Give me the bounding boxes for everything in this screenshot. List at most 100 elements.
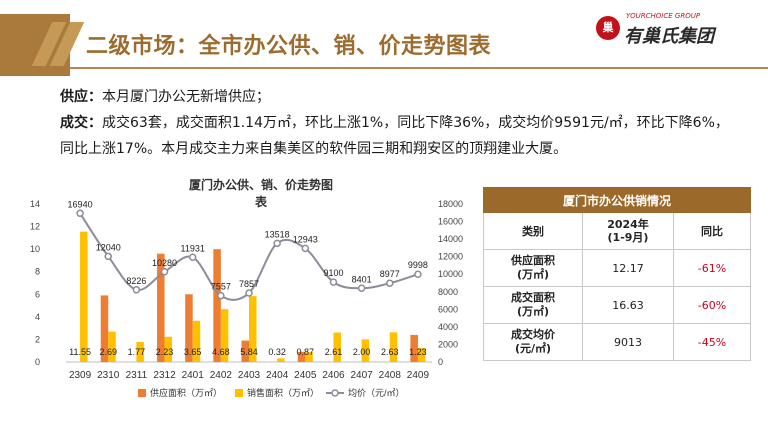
y-left-tick-label: 8 [35, 267, 40, 277]
price-point [386, 279, 394, 287]
supply-text: 本月厦门办公无新增供应； [102, 89, 270, 105]
row-value: 9013 [582, 323, 674, 361]
price-point [357, 284, 366, 293]
supply-bar [100, 295, 109, 362]
price-point [132, 286, 141, 294]
row-label: 供应面积 (万㎡) [483, 249, 583, 287]
sales-data-label: 0.32 [268, 347, 286, 357]
price-point [301, 244, 310, 253]
row-yoy: -61% [673, 249, 751, 287]
table-caption: 厦门市办公供销情况 [483, 187, 751, 213]
y-right-tick-label: 18000 [438, 199, 463, 209]
deal-paragraph-cont: 同比上涨17%。本月成交主力来自集美区的软件园三期和翔安区的顶翔建业大厦。 [60, 138, 760, 158]
row-label: 成交均价 (元/㎡) [483, 323, 583, 361]
y-left-tick-label: 10 [30, 244, 40, 254]
logo-chinese: 有巢氏集团 [624, 26, 714, 47]
deal-text-1: 成交63套，成交面积1.14万㎡，环比上涨1%，同比下降36%，成交均价9591… [102, 115, 729, 131]
sales-bar [361, 339, 370, 362]
y-left-tick-label: 14 [30, 199, 40, 209]
sales-data-label: 3.65 [184, 347, 202, 357]
price-point [329, 278, 338, 286]
y-right-tick-label: 14000 [438, 234, 463, 244]
price-point [273, 239, 281, 248]
logo-mark-icon: 巢 [596, 16, 620, 40]
legend-supply-label: 供应面积（万㎡） [150, 387, 222, 398]
x-tick-label: 2311 [126, 370, 148, 381]
y-left-tick-label: 2 [35, 334, 40, 344]
sales-bar [277, 358, 285, 362]
sales-bar [305, 352, 313, 362]
legend-sales-label: 销售面积（万㎡） [247, 387, 319, 398]
sales-data-label: 0.87 [297, 347, 315, 357]
sales-bar [164, 336, 173, 362]
supply-paragraph: 供应：本月厦门办公无新增供应； [60, 86, 760, 106]
price-data-label: 8977 [380, 269, 400, 279]
deal-label: 成交： [60, 115, 102, 131]
price-data-label: 11931 [181, 243, 205, 253]
sales-data-label: 2.63 [381, 347, 399, 357]
supply-bar [185, 294, 193, 362]
y-right-tick-label: 0 [438, 357, 443, 367]
supply-bar [410, 334, 418, 362]
supply-bar [157, 253, 165, 362]
price-data-label: 9100 [323, 268, 343, 278]
price-point [217, 291, 225, 300]
sales-bar [80, 231, 88, 362]
sales-data-label: 4.68 [212, 347, 230, 357]
header-divider [70, 67, 768, 69]
sales-data-label: 11.55 [69, 347, 91, 357]
supply-bar [241, 340, 249, 362]
sales-bar [136, 342, 144, 362]
table-row: 成交面积 (万㎡) 16.63 -60% [483, 286, 751, 324]
sales-data-label: 1.77 [128, 347, 146, 357]
y-left-tick-label: 12 [30, 222, 40, 232]
supply-bar [213, 249, 221, 362]
row-label: 成交面积 (万㎡) [483, 286, 583, 324]
row-yoy: -60% [673, 286, 751, 324]
row-yoy: -45% [673, 323, 751, 361]
supply-bar [297, 351, 306, 362]
deal-paragraph: 成交：成交63套，成交面积1.14万㎡，环比上涨1%，同比下降36%，成交均价9… [60, 112, 760, 132]
price-data-label: 10280 [152, 258, 177, 268]
price-data-label: 9998 [408, 260, 428, 270]
y-right-tick-label: 8000 [438, 287, 458, 297]
chart-title: 厦门办公供、销、价走势图表 [188, 178, 333, 209]
logo-english: YOURCHOICE GROUP [626, 12, 701, 20]
price-point [104, 252, 112, 261]
y-right-tick-label: 10000 [438, 269, 463, 279]
price-point [188, 253, 197, 262]
x-tick-label: 2408 [379, 370, 402, 381]
y-right-tick-label: 2000 [438, 339, 458, 349]
sales-data-label: 2.23 [156, 347, 174, 357]
sales-data-label: 2.61 [325, 347, 343, 357]
x-tick-label: 2401 [182, 370, 205, 381]
supply-sales-table: 厦门市办公供销情况 类别 2024年 (1-9月) 同比 供应面积 (万㎡) 1… [483, 187, 751, 361]
y-left-tick-label: 0 [35, 357, 40, 367]
x-tick-label: 2309 [69, 370, 92, 381]
company-logo: 巢 YOURCHOICE GROUP 有巢氏集团 [594, 6, 754, 50]
table-header-category: 类别 [483, 212, 583, 250]
price-data-label: 7557 [211, 282, 231, 292]
price-data-label: 8401 [352, 274, 372, 284]
sales-data-label: 2.69 [99, 347, 117, 357]
sales-data-label: 5.84 [240, 347, 258, 357]
sales-bar [417, 348, 426, 362]
y-left-tick-label: 6 [35, 289, 40, 299]
price-data-label: 12943 [293, 234, 318, 244]
price-data-label: 16940 [68, 199, 93, 209]
table-header-yoy: 同比 [673, 212, 751, 250]
price-point [414, 270, 422, 278]
row-value: 12.17 [582, 249, 674, 287]
row-value: 16.63 [582, 286, 674, 324]
sales-bar [333, 332, 341, 362]
x-tick-label: 2403 [238, 370, 261, 381]
table-header-row: 类别 2024年 (1-9月) 同比 [483, 212, 751, 250]
sales-data-label: 1.23 [409, 347, 427, 357]
x-tick-label: 2310 [97, 370, 120, 381]
price-data-label: 7857 [239, 279, 259, 289]
price-data-label: 12040 [96, 242, 121, 252]
legend-supply-swatch [138, 389, 146, 397]
sales-data-label: 2.00 [353, 347, 371, 357]
supply-sales-price-chart: 0 2 4 6 8 10 12 14 0 2000 4000 6000 8000 10000 12000 14… [30, 199, 463, 398]
price-point [245, 289, 253, 297]
